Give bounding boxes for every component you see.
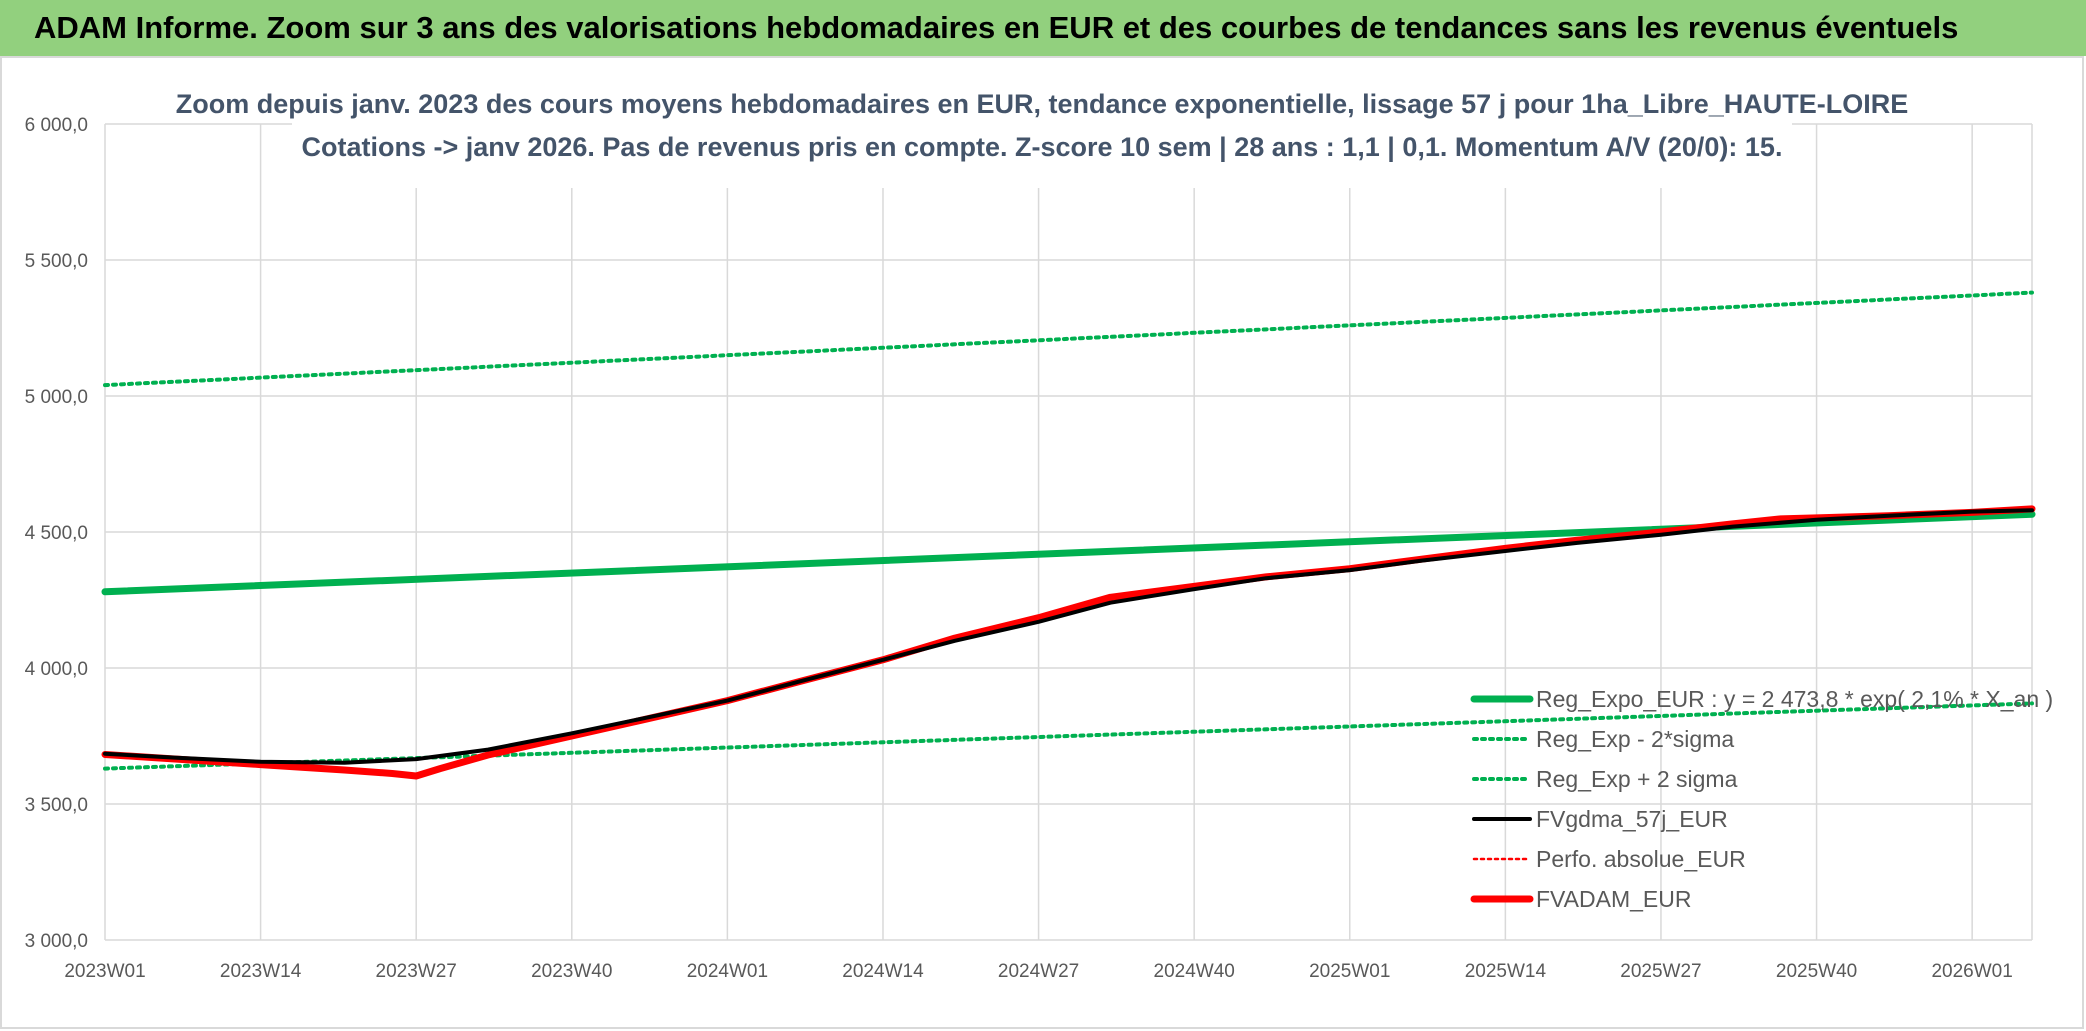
legend-label: Perfo. absolue_EUR <box>1536 846 1746 872</box>
x-tick-label: 2023W01 <box>64 961 145 982</box>
series-line <box>101 505 2036 780</box>
series-line <box>103 290 2034 388</box>
chart-subtitle: Cotations -> janv 2026. Pas de revenus p… <box>302 132 1783 162</box>
chart-frame: Zoom depuis janv. 2023 des cours moyens … <box>0 56 2084 1029</box>
x-tick-label: 2023W27 <box>376 961 457 982</box>
x-tick-label: 2024W01 <box>687 961 768 982</box>
x-tick-label: 2023W14 <box>220 961 302 982</box>
legend-label: Reg_Exp - 2*sigma <box>1536 726 1734 752</box>
grid-lines <box>104 123 2033 941</box>
series-line <box>103 508 2034 765</box>
x-tick-label: 2023W40 <box>531 961 612 982</box>
legend: Reg_Expo_EUR : y = 2 473,8 * exp( 2,1% *… <box>1470 686 2053 912</box>
series-lines <box>101 290 2036 780</box>
x-axis: 2023W01 2023W14 2023W27 2023W40 2024W01 2024W… <box>64 961 2012 982</box>
y-tick-label: 5 500,0 <box>25 251 88 272</box>
legend-label: FVADAM_EUR <box>1536 886 1692 912</box>
banner-title: ADAM Informe. Zoom sur 3 ans des valoris… <box>34 10 1959 45</box>
x-tick-label: 2024W27 <box>998 961 1079 982</box>
y-tick-label: 6 000,0 <box>25 115 88 136</box>
legend-label: Reg_Exp + 2 sigma <box>1536 766 1738 792</box>
y-tick-label: 4 000,0 <box>25 659 88 680</box>
y-tick-label: 5 000,0 <box>25 387 88 408</box>
y-tick-label: 3 000,0 <box>25 931 88 952</box>
line-chart: Zoom depuis janv. 2023 des cours moyens … <box>25 80 2053 982</box>
legend-label: FVgdma_57j_EUR <box>1536 806 1728 832</box>
y-tick-label: 4 500,0 <box>25 523 88 544</box>
x-tick-label: 2024W40 <box>1154 961 1235 982</box>
x-tick-label: 2025W27 <box>1620 961 1701 982</box>
report-banner: ADAM Informe. Zoom sur 3 ans des valoris… <box>0 0 2086 56</box>
x-tick-label: 2025W14 <box>1465 961 1547 982</box>
title-background <box>292 80 1792 188</box>
x-tick-label: 2025W40 <box>1776 961 1857 982</box>
x-tick-label: 2025W01 <box>1309 961 1390 982</box>
chart-title: Zoom depuis janv. 2023 des cours moyens … <box>176 89 1909 119</box>
y-axis: 3 000,0 3 500,0 4 000,0 4 500,0 5 000,0 5 500… <box>25 115 88 952</box>
x-tick-label: 2026W01 <box>1931 961 2012 982</box>
chart-titles: Zoom depuis janv. 2023 des cours moyens … <box>176 80 1909 188</box>
legend-label: Reg_Expo_EUR : y = 2 473,8 * exp( 2,1% *… <box>1536 686 2053 712</box>
y-tick-label: 3 500,0 <box>25 795 88 816</box>
x-tick-label: 2024W14 <box>842 961 924 982</box>
